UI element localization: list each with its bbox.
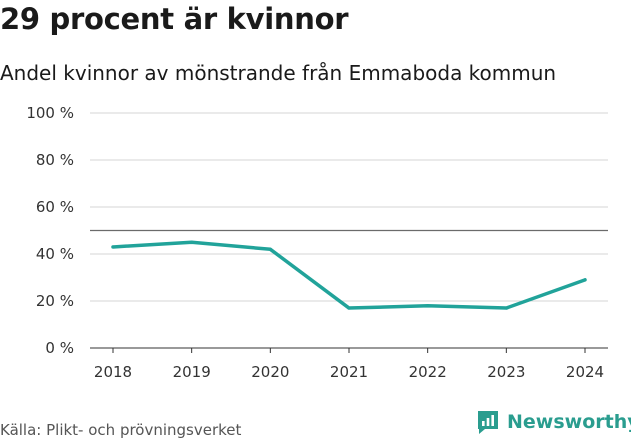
y-tick-label: 100 %: [26, 104, 74, 122]
y-tick-label: 20 %: [36, 292, 74, 310]
data-point: [426, 304, 430, 308]
x-tick-label: 2023: [487, 363, 525, 381]
x-tick-label: 2021: [330, 363, 368, 381]
data-point: [111, 245, 115, 249]
chart-subtitle: Andel kvinnor av mönstrande från Emmabod…: [0, 61, 557, 85]
source-note: Källa: Plikt- och prövningsverket: [0, 421, 242, 439]
x-tick-label: 2020: [251, 363, 289, 381]
data-point: [268, 247, 272, 251]
x-tick-label: 2024: [566, 363, 604, 381]
x-tick-label: 2022: [409, 363, 447, 381]
data-point: [190, 240, 194, 244]
data-point: [504, 306, 508, 310]
x-tick-label: 2019: [173, 363, 211, 381]
newsworthy-logo-icon: [478, 411, 498, 434]
brand-name: Newsworthy: [507, 411, 631, 433]
x-tick-label: 2018: [94, 363, 132, 381]
brand-logo: Newsworthy: [476, 409, 631, 435]
data-point: [583, 278, 587, 282]
data-point: [347, 306, 351, 310]
chart-title: 29 procent är kvinnor: [0, 2, 349, 36]
y-tick-label: 40 %: [36, 245, 74, 263]
y-tick-label: 60 %: [36, 198, 74, 216]
series-line: [111, 240, 587, 310]
y-tick-label: 0 %: [45, 339, 74, 357]
y-tick-label: 80 %: [36, 151, 74, 169]
